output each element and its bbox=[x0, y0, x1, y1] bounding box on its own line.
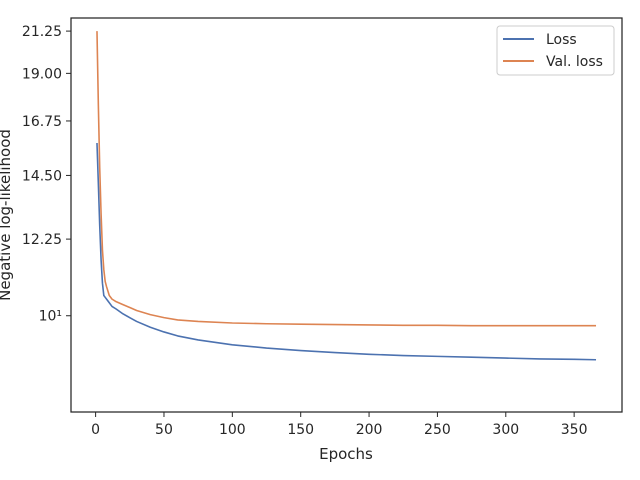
y-tick-label: 16.75 bbox=[22, 114, 62, 130]
y-axis: 21.25 19.00 16.75 14.50 12.25 10¹ bbox=[22, 24, 71, 325]
x-tick-label: 0 bbox=[91, 422, 100, 438]
x-tick-label: 250 bbox=[424, 422, 451, 438]
series-line-loss bbox=[96, 142, 597, 361]
x-tick-label: 300 bbox=[492, 422, 519, 438]
y-tick-label: 10¹ bbox=[39, 309, 62, 325]
legend-label-loss: Loss bbox=[546, 32, 577, 48]
x-tick-label: 150 bbox=[287, 422, 314, 438]
y-tick-label: 12.25 bbox=[22, 232, 62, 248]
x-tick-label: 50 bbox=[155, 422, 173, 438]
plot-frame bbox=[70, 17, 623, 413]
y-tick-label: 21.25 bbox=[22, 24, 62, 40]
y-tick-label: 19.00 bbox=[22, 66, 62, 82]
x-axis: 0 50 100 150 200 250 300 350 bbox=[91, 412, 588, 438]
x-tick-label: 100 bbox=[219, 422, 246, 438]
series-line-val-loss bbox=[96, 31, 597, 327]
legend: Loss Val. loss bbox=[496, 25, 615, 76]
x-axis-label: Epochs bbox=[319, 445, 373, 463]
y-tick-label: 14.50 bbox=[22, 168, 62, 184]
plot-content bbox=[96, 31, 597, 361]
x-tick-label: 200 bbox=[356, 422, 383, 438]
legend-label-val-loss: Val. loss bbox=[546, 54, 603, 70]
x-tick-label: 350 bbox=[561, 422, 588, 438]
y-axis-label: Negative log-likelihood bbox=[0, 129, 14, 301]
